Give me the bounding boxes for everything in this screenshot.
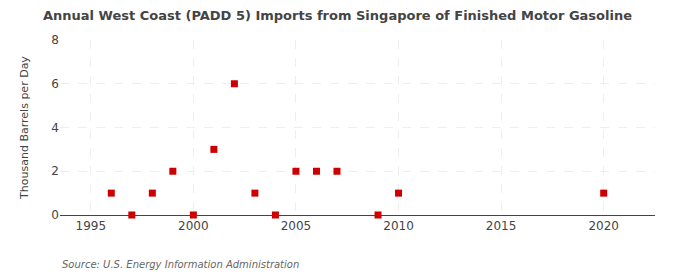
svg-text:6: 6: [51, 77, 59, 91]
svg-text:8: 8: [51, 33, 59, 47]
svg-text:2020: 2020: [588, 219, 619, 233]
svg-text:Thousand Barrels per Day: Thousand Barrels per Day: [18, 56, 31, 200]
svg-text:0: 0: [51, 208, 59, 222]
svg-text:Annual West Coast (PADD 5) Imp: Annual West Coast (PADD 5) Imports from …: [43, 8, 632, 23]
svg-text:Source: U.S. Energy Informatio: Source: U.S. Energy Information Administ…: [62, 259, 299, 270]
svg-text:4: 4: [51, 121, 59, 135]
svg-text:2: 2: [51, 164, 59, 178]
svg-text:1995: 1995: [76, 219, 107, 233]
svg-text:2005: 2005: [281, 219, 312, 233]
svg-text:2010: 2010: [383, 219, 414, 233]
svg-text:2000: 2000: [178, 219, 209, 233]
svg-text:2015: 2015: [486, 219, 517, 233]
